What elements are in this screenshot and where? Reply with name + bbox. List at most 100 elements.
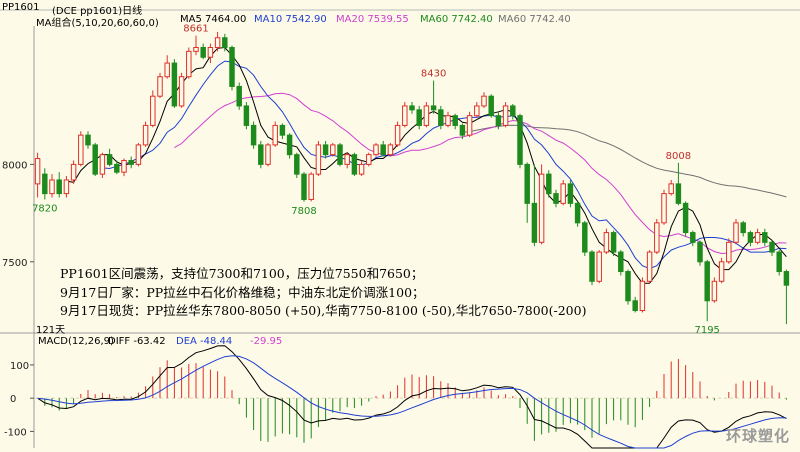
candle-body <box>78 134 84 165</box>
macd-diff: DIFF -63.42 <box>108 336 166 347</box>
candle-body <box>301 173 307 200</box>
candle-body <box>265 144 271 165</box>
candle-body <box>229 46 235 87</box>
macd-tick-label: 0 <box>10 394 16 405</box>
candle-body <box>344 154 350 165</box>
candle-body <box>99 154 106 175</box>
candle-body <box>315 144 322 175</box>
candle-body <box>661 193 667 224</box>
candle-body <box>236 85 242 107</box>
candle-body <box>42 173 48 195</box>
macd-dea-line <box>37 355 787 449</box>
candle-body <box>495 115 502 126</box>
candle-body <box>387 144 394 156</box>
candle-body <box>776 251 782 273</box>
candle-body <box>754 232 761 243</box>
candle-body <box>193 46 199 52</box>
candle-body <box>452 115 458 126</box>
candle-body <box>610 232 617 253</box>
candle-body <box>582 222 588 253</box>
candle-body <box>589 251 595 282</box>
candle-body <box>56 179 62 195</box>
candle-body <box>625 271 631 302</box>
candle-body <box>164 62 170 78</box>
candle-body <box>294 154 300 175</box>
contract-desc: (DCE pp1601)日线 <box>52 6 143 17</box>
price-tick-label: 7500 <box>2 258 27 269</box>
candle-body <box>63 179 70 195</box>
candle-body <box>430 105 437 111</box>
macd-title: MACD(12,26,9) <box>38 336 114 347</box>
candle-body <box>351 154 358 175</box>
candle-body <box>373 144 379 156</box>
candle-body <box>214 37 221 48</box>
candle-body <box>538 173 545 243</box>
ma60-line <box>462 124 787 198</box>
candle-body <box>186 50 192 78</box>
candle-body <box>409 105 415 111</box>
candle-body <box>34 158 41 185</box>
candle-body <box>366 154 372 165</box>
ma20-line <box>174 92 787 255</box>
candle-body <box>222 37 228 48</box>
candle-body <box>553 193 559 204</box>
ma5-legend: MA5 7464.00 <box>180 14 247 25</box>
candle-body <box>668 183 674 195</box>
price-tick-label: 8000 <box>2 160 27 171</box>
candle-body <box>531 202 538 243</box>
candle-body <box>704 261 710 302</box>
candle-body <box>632 300 638 312</box>
candle-body <box>279 124 286 136</box>
candle-body <box>135 144 142 165</box>
candle-body <box>726 241 732 263</box>
candle-body <box>142 124 149 146</box>
candle-body <box>92 144 98 175</box>
candle-body <box>438 109 444 126</box>
candle-body <box>783 271 790 286</box>
candle-body <box>128 159 134 165</box>
candle-body <box>747 232 754 243</box>
candle-body <box>596 251 602 282</box>
candle-body <box>488 95 494 117</box>
ma20-legend: MA20 7539.55 <box>336 14 409 25</box>
candle-body <box>121 159 127 173</box>
candle-body <box>603 232 610 253</box>
candle-body <box>639 280 646 312</box>
candle-body <box>510 105 516 117</box>
candle-body <box>466 115 473 136</box>
candle-body <box>258 144 264 165</box>
days-label: 121天 <box>36 325 66 336</box>
macd-tick-label: 100 <box>10 361 29 372</box>
candle-body <box>567 183 574 204</box>
price-extreme-label: 7808 <box>291 206 316 217</box>
candle-body <box>517 115 523 165</box>
watermark-logo: 环球塑化 <box>725 427 790 445</box>
price-extreme-label: 8661 <box>183 24 208 35</box>
macd-dea: DEA -48.44 <box>176 336 233 347</box>
ma10-line <box>102 60 787 270</box>
candle-body <box>322 144 329 156</box>
candle-body <box>654 222 660 253</box>
candle-body <box>560 183 566 204</box>
candle-body <box>70 163 77 181</box>
candle-body <box>524 163 530 204</box>
candle-body <box>423 105 430 126</box>
candle-body <box>697 241 703 263</box>
candle-body <box>574 202 581 224</box>
candle-body <box>106 154 113 165</box>
candle-body <box>358 163 365 175</box>
candle-body <box>178 76 185 107</box>
candle-body <box>711 280 718 302</box>
macd-tick-label: -100 <box>4 427 27 438</box>
price-extreme-label: 8430 <box>421 69 446 80</box>
candle-body <box>250 124 257 146</box>
annotation-line-2: 9月17日厂家：PP拉丝中石化价格维稳；中油东北定价调涨100； <box>60 285 425 300</box>
symbol-label: PP1601 <box>2 2 40 13</box>
candle-body <box>114 163 120 173</box>
candle-body <box>416 109 422 126</box>
candle-body <box>200 46 206 58</box>
candle-body <box>243 105 250 126</box>
candle-body <box>394 124 401 146</box>
candle-body <box>474 105 480 117</box>
